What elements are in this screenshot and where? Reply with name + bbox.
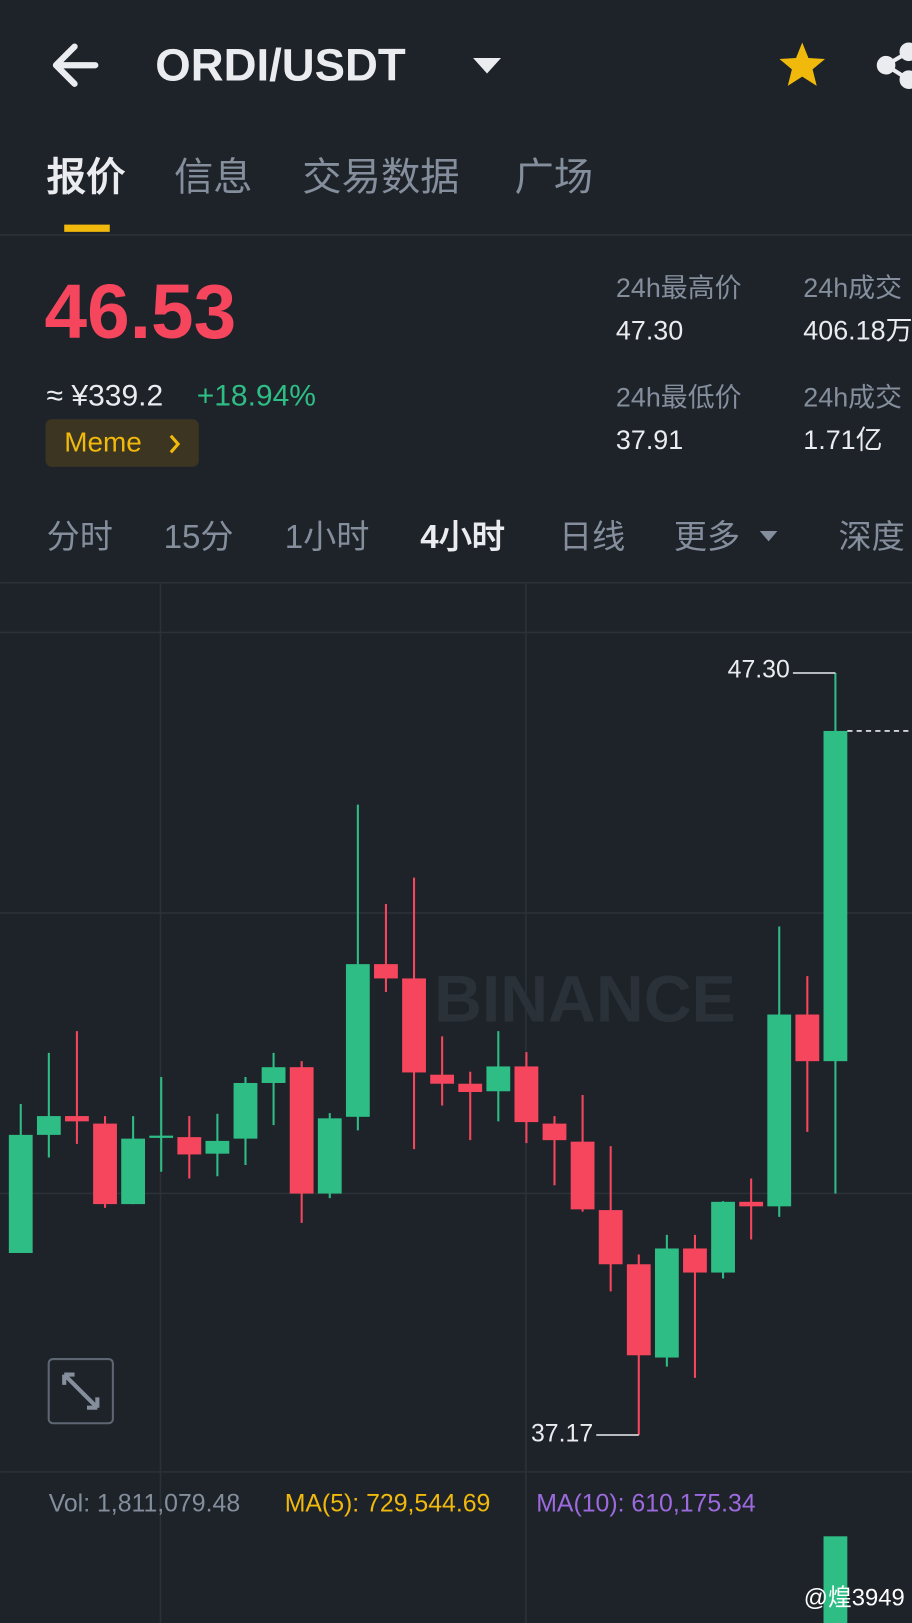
volume-label: Vol: 1,811,079.48 [49,1491,240,1518]
candle-body [8,1134,33,1253]
candle-body [149,1135,174,1138]
high-marker-label: 47.30 [728,657,790,684]
footer-watermark: @煌3949 [804,1584,905,1611]
interval[interactable]: 更多 [674,519,740,556]
candle-body [739,1201,764,1207]
candle-body [36,1116,61,1135]
stat-value: 1.71亿 [803,425,882,455]
candle-body [374,964,398,979]
volume-bar [823,1536,848,1623]
candle-body [121,1138,146,1205]
candle-body [402,978,426,1073]
candle-body [795,1014,820,1062]
last-price: 46.53 [45,270,237,355]
candle-body [261,1067,286,1083]
interval[interactable]: 分时 [47,519,113,556]
candle-body [654,1248,679,1358]
candle-body [570,1141,595,1210]
tag-arrow [169,434,181,454]
stat-value: 406.18万 [803,315,912,345]
more-dropdown[interactable] [759,530,778,542]
candle-body [683,1248,707,1273]
candle-body [289,1067,314,1194]
candle-body [233,1082,258,1139]
watermark: BINANCE [434,963,736,1037]
tag-chip[interactable] [45,419,199,467]
tab[interactable]: 报价 [47,155,126,199]
price-change: +18.94% [197,379,316,412]
candle-body [458,1083,483,1093]
candle-body [767,1014,792,1207]
share-button[interactable] [876,42,912,90]
interval[interactable]: 1小时 [285,519,370,556]
back-button[interactable] [52,43,99,87]
interval[interactable]: 4小时 [420,519,505,556]
stat-label: 24h最低价 [616,383,742,413]
tab[interactable]: 广场 [514,155,593,199]
stat-label: 24h成交 [803,273,902,303]
stat-label: 24h最高价 [616,273,742,303]
tab[interactable]: 信息 [174,155,253,199]
stat-value: 47.30 [616,315,683,345]
expand-icon [62,1372,100,1410]
pair-dropdown[interactable] [473,57,502,74]
candle-body [65,1116,89,1122]
interval[interactable]: 15分 [164,519,234,556]
stat-label: 24h成交 [803,383,902,413]
candle-body [542,1123,567,1141]
candle-body [514,1066,539,1123]
interval[interactable]: 深度 [838,519,904,556]
ma10-label: MA(10): 610,175.34 [536,1491,756,1518]
tab-indicator [64,224,110,232]
candle-body [626,1264,651,1356]
interval[interactable]: 日线 [559,519,625,556]
candle-body [93,1123,117,1205]
candle-body [430,1074,455,1084]
candle-body [486,1066,511,1092]
favorite-star[interactable] [779,42,826,86]
candle-body [317,1118,342,1194]
candle-body [345,964,370,1117]
candle-body [205,1140,230,1154]
ma5-label: MA(5): 729,544.69 [285,1491,491,1518]
expand-button[interactable] [47,1358,114,1425]
tab[interactable]: 交易数据 [302,155,459,199]
cny-price: ≈ ¥339.2 [47,379,164,412]
stat-value: 37.91 [616,425,683,455]
tag-label: Meme [64,426,142,457]
candle-body [177,1137,202,1155]
candles: 47.30 37.17 [8,657,912,1623]
candle-body [711,1201,735,1273]
pair-title[interactable]: ORDI/USDT [155,39,406,90]
candle-body [598,1210,623,1265]
candle-body [823,730,848,1062]
low-marker-label: 37.17 [531,1421,593,1448]
